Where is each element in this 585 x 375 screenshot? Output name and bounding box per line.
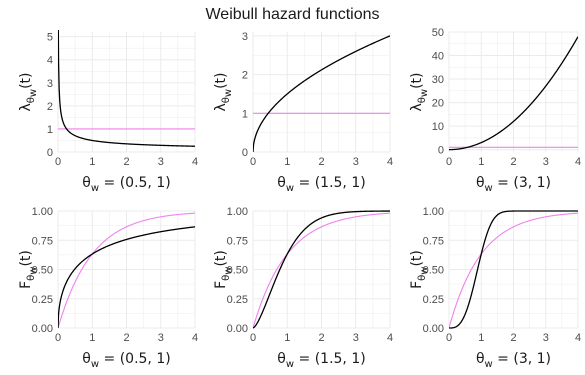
y-tick-label: 10 — [432, 121, 444, 133]
weibull-curve — [253, 210, 390, 329]
y-tick-label: 1.00 — [32, 206, 53, 218]
x-tick-label: 2 — [318, 156, 324, 168]
x-tick-label: 3 — [158, 156, 164, 168]
y-tick-label: 0.00 — [32, 323, 53, 335]
y-tick-label: 1 — [242, 108, 248, 120]
y-axis-label: Fθw(t) — [18, 250, 39, 289]
exponential-curve — [449, 212, 578, 329]
x-tick-label: 1 — [478, 156, 484, 168]
exponential-curve — [58, 212, 195, 329]
panel-6: 0 1 2 3 4 0.00 0.25 0.50 0.75 1.00 θw = (3, 1) Fθw(… — [409, 206, 581, 370]
x-tick-label: 0 — [55, 156, 61, 168]
y-tick-label: 0.00 — [423, 323, 444, 335]
weibull-curve — [58, 226, 195, 329]
y-tick-label: 40 — [432, 51, 444, 63]
x-tick-label: 4 — [387, 156, 393, 168]
x-tick-label: 0 — [446, 332, 452, 344]
exponential-curve — [253, 212, 390, 329]
y-axis-label: λθw(t) — [18, 72, 39, 111]
y-tick-label: 2 — [47, 101, 53, 113]
x-tick-label: 1 — [89, 156, 95, 168]
x-tick-label: 0 — [250, 332, 256, 344]
x-tick-label: 1 — [89, 332, 95, 344]
weibull-curve — [449, 36, 578, 151]
y-tick-label: 4 — [47, 55, 53, 67]
x-axis-label: θw = (0.5, 1) — [82, 175, 170, 194]
x-tick-label: 3 — [543, 332, 549, 344]
y-tick-label: 5 — [47, 32, 53, 44]
y-tick-label: 0.75 — [32, 235, 53, 247]
x-tick-label: 3 — [158, 332, 164, 344]
weibull-curve — [58, 30, 195, 147]
x-axis-label: θw = (3, 1) — [476, 351, 551, 370]
x-tick-label: 4 — [192, 332, 198, 344]
y-tick-label: 0 — [438, 145, 444, 157]
y-tick-label: 0.50 — [227, 265, 248, 277]
y-tick-label: 1 — [47, 124, 53, 136]
x-tick-label: 0 — [55, 332, 61, 344]
y-tick-label: 30 — [432, 74, 444, 86]
x-tick-label: 0 — [446, 156, 452, 168]
y-tick-label: 0.25 — [423, 294, 444, 306]
y-tick-label: 3 — [242, 31, 248, 43]
x-tick-label: 4 — [192, 156, 198, 168]
y-tick-label: 0.50 — [32, 265, 53, 277]
x-tick-label: 3 — [353, 332, 359, 344]
y-tick-label: 0.50 — [423, 265, 444, 277]
y-tick-label: 0.25 — [227, 294, 248, 306]
y-axis-label: Fθw(t) — [409, 250, 430, 289]
y-tick-label: 0 — [47, 147, 53, 159]
x-tick-label: 4 — [575, 156, 581, 168]
x-tick-label: 2 — [510, 156, 516, 168]
x-tick-label: 1 — [284, 156, 290, 168]
x-tick-label: 1 — [284, 332, 290, 344]
y-axis-label: λθw(t) — [409, 72, 430, 111]
y-tick-label: 0.00 — [227, 323, 248, 335]
y-tick-label: 0 — [242, 147, 248, 159]
weibull-curve — [449, 210, 578, 329]
y-tick-label: 2 — [242, 70, 248, 82]
x-tick-label: 1 — [478, 332, 484, 344]
x-tick-label: 3 — [353, 156, 359, 168]
x-tick-label: 0 — [250, 156, 256, 168]
x-axis-label: θw = (3, 1) — [476, 175, 551, 194]
x-tick-label: 2 — [123, 332, 129, 344]
weibull-curve — [253, 35, 390, 153]
y-axis-label: Fθw(t) — [213, 250, 234, 289]
figure-title: Weibull hazard functions — [205, 6, 380, 23]
y-tick-label: 1.00 — [227, 206, 248, 218]
x-tick-label: 2 — [123, 156, 129, 168]
panel-2: 0 1 2 3 4 0 1 2 3 θw = (1.5, 1) λθw(t) — [213, 31, 393, 194]
y-tick-label: 20 — [432, 98, 444, 110]
x-tick-label: 2 — [318, 332, 324, 344]
y-tick-label: 0.75 — [227, 235, 248, 247]
x-tick-label: 4 — [575, 332, 581, 344]
x-tick-label: 2 — [510, 332, 516, 344]
y-axis-label: λθw(t) — [213, 72, 234, 111]
x-axis-label: θw = (1.5, 1) — [277, 351, 365, 370]
y-tick-label: 50 — [432, 27, 444, 39]
x-axis-label: θw = (1.5, 1) — [277, 175, 365, 194]
y-tick-label: 0.25 — [32, 294, 53, 306]
y-tick-label: 0.75 — [423, 235, 444, 247]
panel-1: 0 1 2 3 4 0 1 2 3 4 5 θw = (0.5, 1) λθw(t) — [18, 30, 198, 194]
x-tick-label: 4 — [387, 332, 393, 344]
x-axis-label: θw = (0.5, 1) — [82, 351, 170, 370]
panel-4: 0 1 2 3 4 0.00 0.25 0.50 0.75 1.00 θw = (0.5, 1) Fθ… — [18, 206, 198, 370]
y-tick-label: 1.00 — [423, 206, 444, 218]
x-tick-label: 3 — [543, 156, 549, 168]
y-tick-label: 3 — [47, 78, 53, 90]
panel-5: 0 1 2 3 4 0.00 0.25 0.50 0.75 1.00 θw = (1.5, 1) Fθ… — [213, 206, 393, 370]
